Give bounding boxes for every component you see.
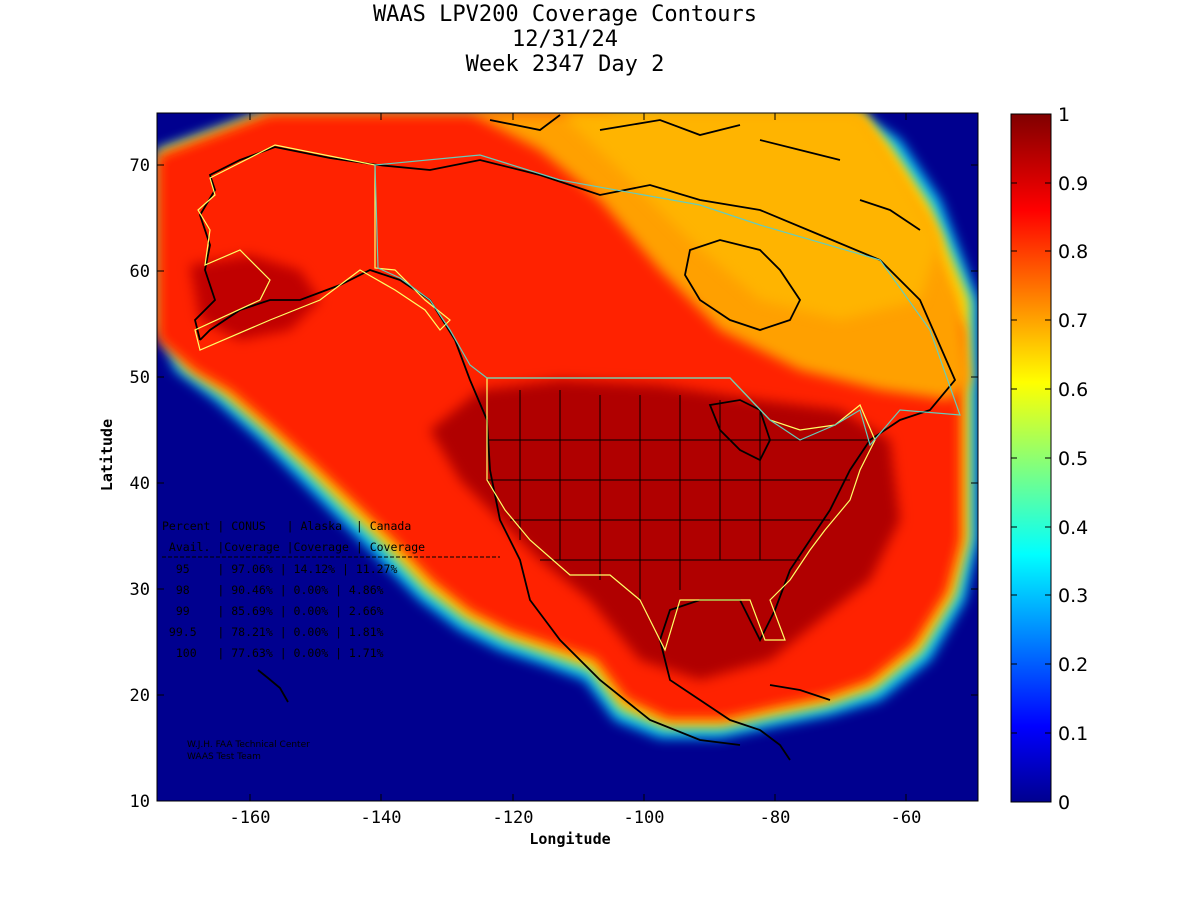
colorbar-tick-label: 0.2 <box>1058 654 1088 676</box>
x-tick-label: -120 <box>493 808 534 828</box>
plot-frame <box>156 112 979 802</box>
coverage-table-row: 95 | 97.06% | 14.12% | 11.27% <box>162 562 397 576</box>
y-tick-label: 60 <box>130 262 150 282</box>
colorbar-gradient <box>1010 113 1052 803</box>
credit-line-1: W.J.H. FAA Technical Center <box>187 740 310 750</box>
y-tick-label: 30 <box>130 580 150 600</box>
x-tick-label: -160 <box>230 808 271 828</box>
hudson-bay <box>684 239 802 331</box>
x-axis-label: Longitude <box>529 830 610 848</box>
colorbar-tick-label: 0.7 <box>1058 310 1088 332</box>
cuba <box>769 684 831 701</box>
colorbar-tick-label: 0.5 <box>1058 448 1088 470</box>
coverage-table-row: 99 | 85.69% | 0.00% | 2.66% <box>162 604 384 618</box>
colorbar-tick-label: 1 <box>1058 104 1070 126</box>
colorbar-tick-label: 0.4 <box>1058 517 1088 539</box>
colorbar-tick-label: 0.9 <box>1058 173 1088 195</box>
great-lakes <box>708 399 771 462</box>
canada-boundary <box>374 154 961 447</box>
y-tick-label: 40 <box>130 474 150 494</box>
x-tick-label: -80 <box>760 808 791 828</box>
hawaii <box>257 669 289 703</box>
credit-line-2: WAAS Test Team <box>187 752 261 762</box>
colorbar-tick-label: 0 <box>1058 792 1070 814</box>
coverage-band-alaska-dark <box>190 255 320 340</box>
y-tick-label: 50 <box>130 368 150 388</box>
coverage-table-row: 98 | 90.46% | 0.00% | 4.86% <box>162 583 384 597</box>
x-tick-label: -100 <box>624 808 665 828</box>
arctic-islands <box>489 114 921 231</box>
x-tick-label: -60 <box>891 808 922 828</box>
north-america-coast <box>199 159 957 761</box>
coverage-table-header-2: Avail. |Coverage |Coverage | Coverage <box>162 540 425 554</box>
coverage-table-row: 99.5 | 78.21% | 0.00% | 1.81% <box>162 625 384 639</box>
y-tick-label: 70 <box>130 156 150 176</box>
coastline-outlines <box>194 114 957 761</box>
colorbar-tick-label: 0.3 <box>1058 585 1088 607</box>
map-week-day: Week 2347 Day 2 <box>465 52 665 77</box>
coverage-table: Percent | CONUS | Alaska | Canada Avail.… <box>162 519 500 660</box>
state-borders <box>487 390 870 600</box>
x-tick-label: -140 <box>361 808 402 828</box>
colorbar-tick-label: 0.6 <box>1058 379 1088 401</box>
map-title: WAAS LPV200 Coverage Contours <box>372 2 758 27</box>
coverage-band-dark-red <box>430 380 900 680</box>
y-axis-label: Latitude <box>98 419 116 491</box>
coverage-band-light-orange <box>560 113 940 320</box>
region-boundaries <box>194 144 961 652</box>
coverage-table-row: 100 | 77.63% | 0.00% | 1.71% <box>162 646 384 660</box>
coverage-table-header-1: Percent | CONUS | Alaska | Canada <box>162 519 411 533</box>
colorbar-tick-label: 0.8 <box>1058 241 1088 263</box>
colorbar-tick-marks <box>1011 182 1051 734</box>
alaska-boundary <box>194 144 451 351</box>
coverage-map: Percent | CONUS | Alaska | Canada Avail.… <box>157 113 978 801</box>
tick-marks <box>157 113 978 802</box>
y-tick-label: 10 <box>130 792 150 812</box>
map-date: 12/31/24 <box>512 27 618 52</box>
alaska-coast <box>194 146 379 341</box>
y-tick-label: 20 <box>130 686 150 706</box>
colorbar-tick-label: 0.1 <box>1058 723 1088 745</box>
colorbar: 0 0.1 0.2 0.3 0.4 0.5 0.6 0.7 0.8 0.9 1 <box>1010 104 1088 814</box>
